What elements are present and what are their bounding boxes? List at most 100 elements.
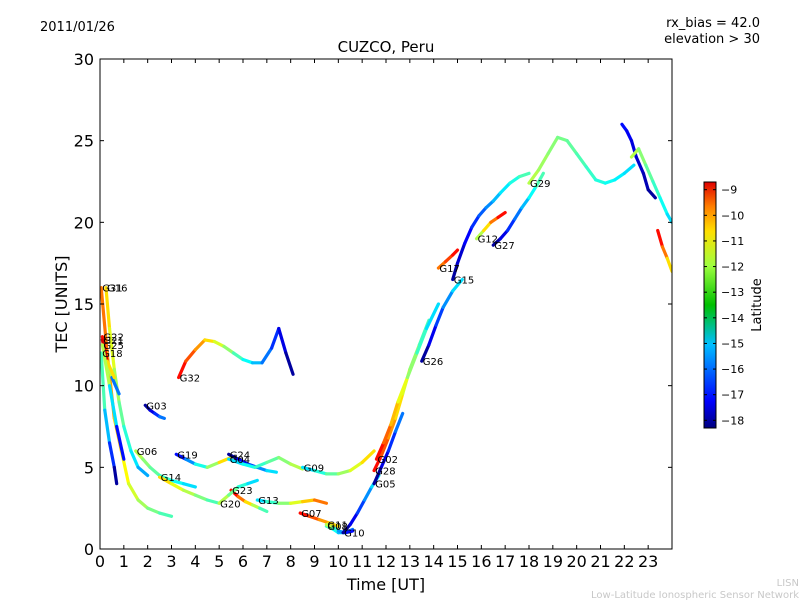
series-segment [184,457,197,466]
date-label: 2011/01/26 [40,20,115,35]
series-label: G29 [530,179,550,190]
series-segment [127,482,140,502]
series-segment [374,441,386,461]
x-tick-label: 7 [262,552,272,571]
x-tick-label: 21 [590,552,610,571]
series-segment [498,181,512,195]
y-axis: 0 5 10 15 20 25 30 [74,50,672,559]
series-segment [157,511,174,518]
series-g17 [436,248,460,270]
series-segment [513,206,524,221]
series-segment [484,199,495,210]
series-label: G09 [304,463,324,474]
series-segment [389,400,400,427]
series-segment [181,488,197,497]
series-segment [355,498,367,515]
x-tick-label: 19 [543,552,563,571]
series-label: G04 [230,455,250,466]
series-unlabeled-30 [620,122,657,200]
x-tick-label: 20 [566,552,586,571]
series-label: G02 [377,455,397,466]
series-segment [482,220,493,233]
series-segment [100,286,109,355]
series-g29 [527,135,636,185]
series-segment [420,343,431,363]
series-segment [100,343,112,388]
series-label: G08 [327,522,347,533]
series-segment [105,359,116,380]
series-g14 [157,475,221,505]
series-segment [312,469,329,476]
series-label: G32 [180,374,200,385]
series-segment [255,465,269,473]
series-segment [584,165,598,182]
series-label: G28 [375,467,395,478]
series-segment [212,339,226,349]
x-tick-label: 9 [309,552,319,571]
x-tick-label: 0 [95,552,105,571]
series-segment [341,522,352,535]
series-segment [348,511,359,527]
series-segment [289,500,305,505]
y-tick-label: 30 [74,50,94,69]
series-segment [103,408,112,445]
series-label: G31 [102,284,122,295]
series-segment [534,171,545,188]
series-segment [603,178,617,185]
y-tick-label: 0 [84,540,94,559]
series-segment [112,465,119,486]
series-segment [436,259,448,270]
x-axis-label: Time [UT] [346,575,425,594]
series-segment [343,529,355,535]
series-segment [451,248,460,257]
colorbar-tick-label: −9 [721,184,737,197]
series-segment [312,498,329,505]
series-g20 [217,478,259,505]
colorbar-tick-label: −16 [721,363,744,376]
series-g15 [451,171,531,282]
x-tick-label: 18 [519,552,539,571]
series-segment [300,498,317,504]
series-segment [451,277,464,293]
colorbar-tick-label: −17 [721,389,744,402]
series-segment [536,152,550,172]
series-segment [625,129,634,143]
y-tick-label: 15 [74,295,94,314]
series-segment [474,228,486,241]
series-segment [157,473,174,482]
y-tick-label: 20 [74,213,94,232]
series-g24 [227,452,278,474]
series-segment [298,511,312,518]
series-segment [463,225,474,246]
series-label: G26 [423,357,443,368]
series-segment [644,163,655,184]
series-label: G10 [344,529,364,540]
series-segment [575,152,588,169]
series-segment [227,457,245,466]
series-g32 [177,326,295,380]
series-segment [217,493,231,505]
chart-title: CUZCO, Peru [338,38,435,56]
series-label: G13 [258,496,278,507]
colorbar-tick-label: −10 [721,209,744,222]
series-segment [379,436,390,458]
series-segment [222,344,236,355]
series-segment [270,326,281,350]
series-segment [665,256,672,273]
series-segment [203,338,216,344]
series-segment [491,237,502,247]
series-segment [100,351,107,412]
series-segment [205,498,221,505]
series-segment [555,135,569,143]
rx-bias-label: rx_bias = 42.0 [666,16,760,31]
series-segment [174,452,188,461]
series-segment [455,241,467,265]
series-segment [107,441,116,469]
series-label: G23 [232,486,252,497]
x-tick-label: 17 [495,552,515,571]
series-segment [496,210,507,220]
x-tick-label: 15 [447,552,467,571]
series-label: G06 [137,447,157,458]
